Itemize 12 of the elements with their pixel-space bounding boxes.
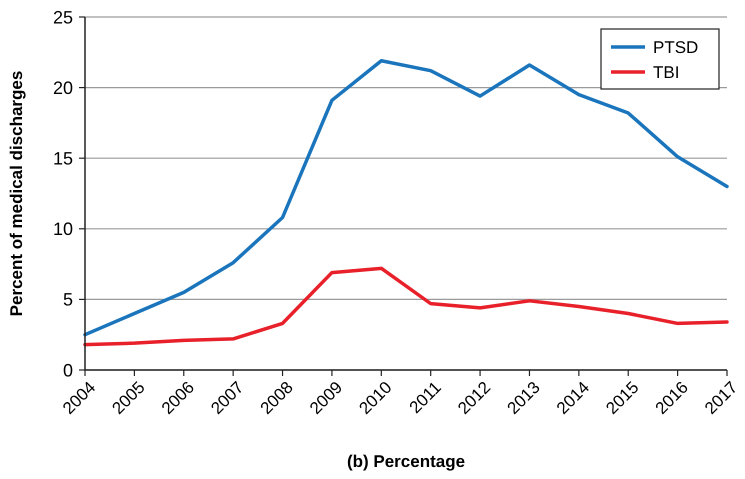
legend-label: TBI xyxy=(653,62,680,82)
y-tick-label: 5 xyxy=(62,290,73,310)
y-tick-label: 10 xyxy=(52,219,73,240)
y-axis-title: Percent of medical discharges xyxy=(7,70,26,316)
y-tick-label: 25 xyxy=(52,7,73,28)
y-tick-label: 20 xyxy=(52,78,73,98)
x-axis-title: (b) Percentage xyxy=(346,452,466,471)
legend-label: PTSD xyxy=(653,38,698,57)
y-tick-label: 0 xyxy=(62,360,73,380)
line-series xyxy=(83,266,729,346)
line-series xyxy=(83,59,729,336)
y-tick-label: 15 xyxy=(52,148,73,168)
